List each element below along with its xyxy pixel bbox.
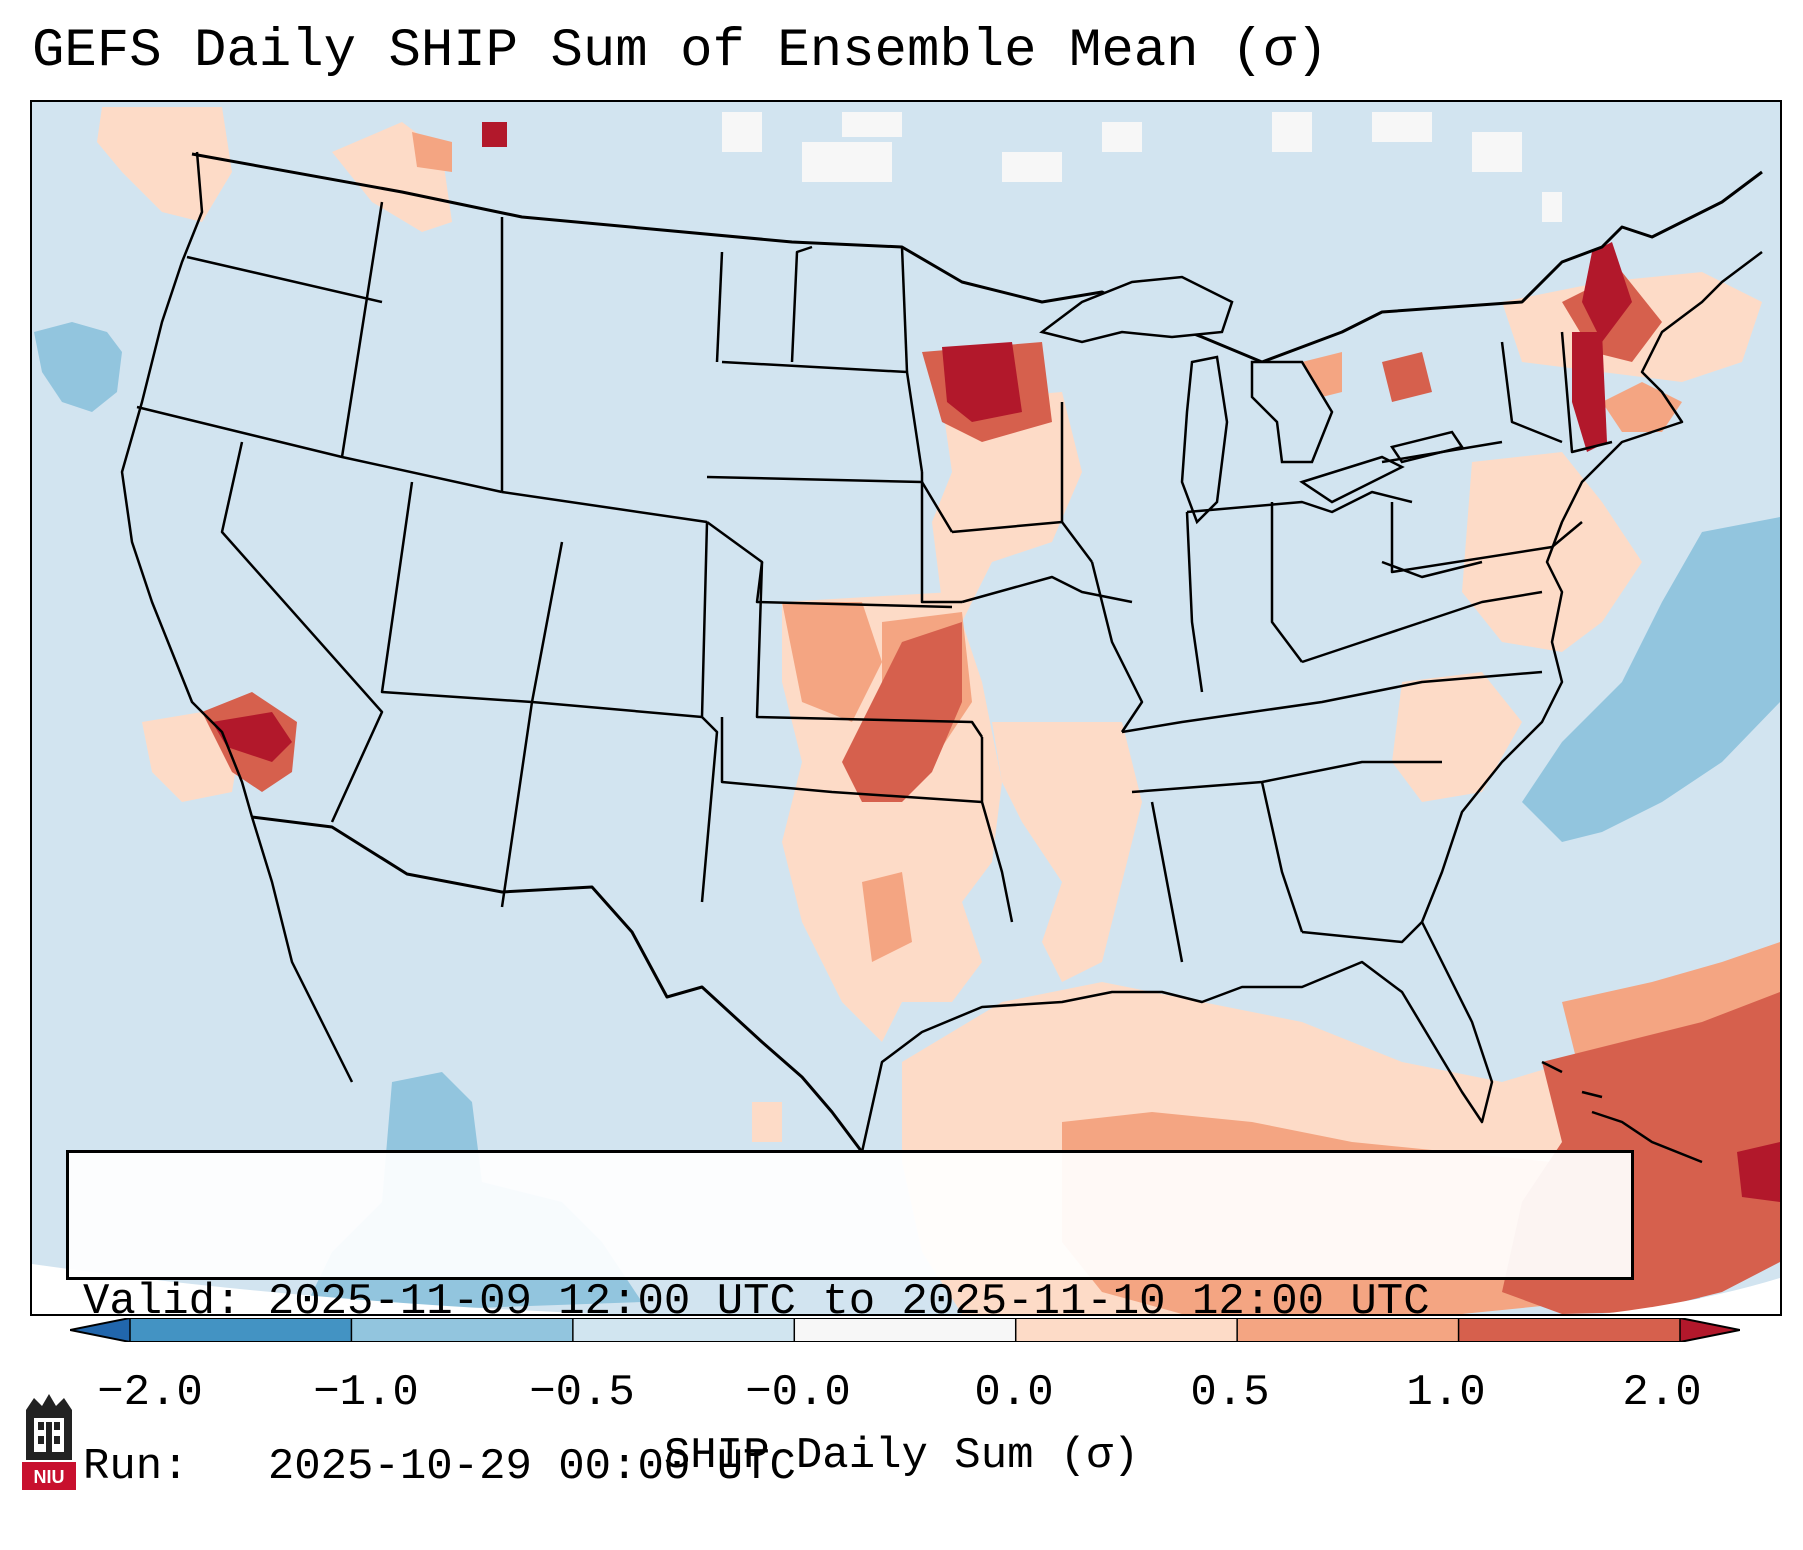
colorbar-tick-label: 0.5 xyxy=(1190,1368,1270,1418)
niu-logo: NIU xyxy=(20,1392,78,1492)
baja-coast xyxy=(250,816,354,1083)
lake-ontario xyxy=(1389,430,1465,464)
west-coast xyxy=(120,151,254,818)
colorbar-label: SHIP Daily Sum (σ) xyxy=(663,1431,1140,1481)
niu-logo-icon: NIU xyxy=(22,1394,76,1490)
colorbar-tick-label: 0.0 xyxy=(974,1368,1054,1418)
caribbean-islands xyxy=(1541,1060,1703,1164)
east-coast xyxy=(1420,251,1763,923)
lake-michigan xyxy=(1180,355,1229,525)
colorbar-tick-label: −0.5 xyxy=(529,1368,635,1418)
country-borders xyxy=(191,152,1763,1153)
colorbar-tick-label: 2.0 xyxy=(1622,1368,1702,1418)
positive-extreme-regions xyxy=(212,122,1780,1202)
colorbar-bin xyxy=(130,1318,352,1342)
colorbar-bin xyxy=(1458,1318,1681,1342)
coastlines xyxy=(120,151,1763,1153)
lake-superior xyxy=(1039,275,1234,344)
lake-erie xyxy=(1299,455,1405,504)
colorbar-bin xyxy=(351,1318,574,1342)
colorbar-tick-label: −2.0 xyxy=(97,1368,203,1418)
projection-edge-left xyxy=(32,1264,602,1314)
validity-info-box: Valid: 2025-11-09 12:00 UTC to 2025-11-1… xyxy=(66,1150,1634,1492)
colorbar-tick-label: −0.0 xyxy=(745,1368,851,1418)
colorbar-bin xyxy=(70,1318,130,1342)
run-time-text: Run: 2025-10-29 00:00 UTC xyxy=(83,1442,796,1492)
lake-huron xyxy=(1250,360,1334,464)
ship-anomaly-map xyxy=(32,102,1780,1314)
colorbar xyxy=(70,1318,1740,1342)
colorbar-tick-label: 1.0 xyxy=(1406,1368,1486,1418)
gulf-coast xyxy=(860,921,1494,1153)
us-canada-border xyxy=(191,152,1763,364)
logo-text: NIU xyxy=(34,1467,65,1487)
chart-title: GEFS Daily SHIP Sum of Ensemble Mean (σ) xyxy=(32,21,1329,82)
great-lakes xyxy=(1039,275,1465,525)
state-borders xyxy=(136,201,1613,963)
colorbar-bin xyxy=(572,1318,795,1342)
near-zero-patches xyxy=(722,112,1562,222)
colorbar-bin xyxy=(1237,1318,1460,1342)
map-panel xyxy=(30,100,1782,1316)
colorbar-bin xyxy=(1680,1318,1740,1342)
us-mexico-border xyxy=(251,815,864,1153)
colorbar-bin xyxy=(794,1318,1017,1342)
projection-edge-right xyxy=(1602,1278,1780,1314)
colorbar-bins xyxy=(70,1318,1740,1342)
colorbar-tick-label: −1.0 xyxy=(313,1368,419,1418)
colorbar-bin xyxy=(1015,1318,1238,1342)
